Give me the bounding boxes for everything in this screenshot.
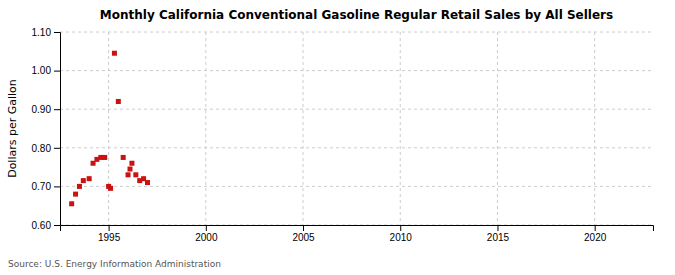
point — [145, 180, 150, 185]
grid-line — [60, 109, 653, 110]
grid-line — [303, 32, 304, 225]
point — [133, 172, 138, 177]
tick: 2005 — [292, 225, 315, 243]
point — [69, 201, 74, 206]
grid-line — [594, 32, 595, 225]
grid — [60, 32, 653, 225]
point — [129, 161, 134, 166]
grid-line — [60, 32, 653, 33]
point — [108, 186, 113, 191]
grid-line — [60, 186, 653, 187]
point — [112, 51, 117, 56]
point — [102, 155, 107, 160]
tick: 1.10 — [32, 27, 60, 38]
tick-label: 0.60 — [32, 220, 52, 231]
axis-line — [61, 226, 654, 232]
tick-label: 0.70 — [32, 181, 52, 192]
tick: 1995 — [98, 225, 121, 243]
tick-mark — [206, 225, 207, 231]
tick-mark — [54, 32, 60, 33]
tick: 0.90 — [32, 104, 60, 115]
tick-mark — [54, 148, 60, 149]
x-axis: 1995 2000 2005 2010 2015 2020 — [61, 225, 654, 243]
point — [81, 178, 86, 183]
point — [77, 184, 82, 189]
tick-label: 0.80 — [32, 143, 52, 154]
point — [127, 167, 132, 172]
y-axis-title: Dollars per Gallon — [6, 79, 19, 178]
grid-line — [400, 32, 401, 225]
tick-label: 2005 — [292, 232, 315, 243]
tick-label: 1.10 — [32, 27, 52, 38]
tick-mark — [54, 109, 60, 110]
tick-mark — [303, 225, 304, 231]
tick-mark — [497, 225, 498, 231]
grid-line — [497, 32, 498, 225]
tick: 2020 — [584, 225, 607, 243]
title: Monthly California Conventional Gasoline… — [100, 8, 613, 22]
grid-line — [60, 70, 653, 71]
annotation: Source: U.S. Energy Information Administ… — [8, 259, 221, 269]
tick-mark — [595, 225, 596, 231]
grid-line — [60, 147, 653, 148]
tick-label: 2020 — [584, 232, 607, 243]
point — [126, 172, 131, 177]
y-axis: 0.60 0.70 0.80 0.90 1.00 1.10 — [32, 27, 61, 231]
chart: 1995 2000 2005 2010 2015 2020 0.60 0.70 0.80 0.90… — [0, 0, 675, 275]
axis-line — [54, 33, 61, 226]
tick-label: 2000 — [195, 232, 218, 243]
tick: 0.70 — [32, 181, 60, 192]
point — [116, 99, 121, 104]
tick: 2000 — [195, 225, 218, 243]
point — [87, 176, 92, 181]
tick-mark — [54, 225, 60, 226]
grid-line — [108, 32, 109, 225]
tick: 2015 — [487, 225, 510, 243]
point — [73, 192, 78, 197]
grid-line — [205, 32, 206, 225]
tick: 1.00 — [32, 65, 60, 76]
tick-label: 2010 — [390, 232, 413, 243]
tick-label: 1.00 — [32, 65, 52, 76]
tick: 2010 — [390, 225, 413, 243]
tick-label: 1995 — [98, 232, 121, 243]
tick-mark — [109, 225, 110, 231]
tick-mark — [54, 186, 60, 187]
tick-label: 0.90 — [32, 104, 52, 115]
tick: 0.80 — [32, 143, 60, 154]
tick-mark — [54, 71, 60, 72]
points — [69, 51, 150, 207]
tick-label: 2015 — [487, 232, 510, 243]
point — [121, 155, 126, 160]
tick: 0.60 — [32, 220, 60, 231]
tick-mark — [400, 225, 401, 231]
